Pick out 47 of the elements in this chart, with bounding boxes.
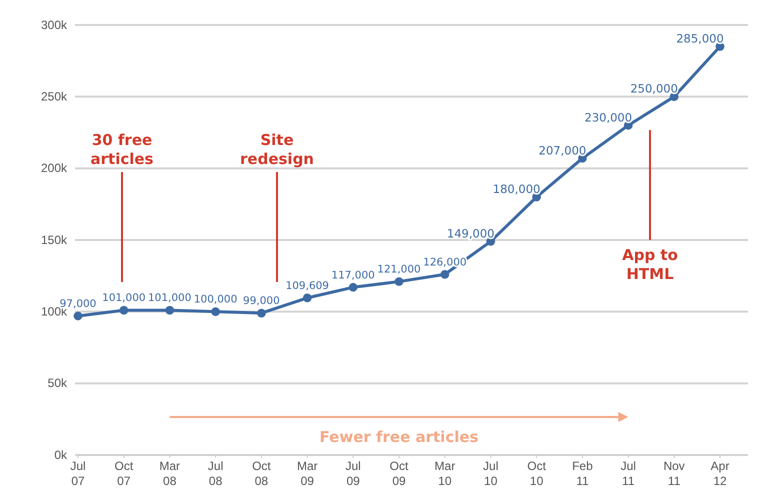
point — [119, 306, 128, 315]
x-tick-label: Feb 11 — [572, 459, 594, 488]
y-tick-label: 200k — [40, 161, 68, 176]
point — [165, 306, 174, 315]
x-tick-label: Oct 08 — [252, 459, 272, 488]
annotation: Site redesign — [240, 131, 314, 168]
annotation: App to HTML — [622, 246, 678, 283]
text: 250,000 — [630, 82, 678, 96]
x-tick-label: Mar 10 — [434, 459, 456, 488]
text: 109,609 — [286, 280, 329, 292]
point — [257, 308, 266, 318]
point — [211, 307, 220, 316]
point — [74, 312, 82, 320]
point — [394, 277, 404, 286]
x-tick-label: Oct 09 — [390, 459, 409, 488]
text: 101,000 — [148, 292, 192, 304]
x-tick-label: Jul 09 — [345, 459, 361, 488]
text: 285,000 — [676, 32, 724, 46]
y-tick-label: 150k — [40, 232, 68, 247]
annotation: 30 free articles — [90, 131, 154, 168]
text: 149,000 — [446, 226, 494, 240]
point — [302, 294, 312, 302]
x-tick-label: Nov 11 — [663, 459, 685, 488]
x-tick-label: Jul 10 — [483, 459, 498, 488]
text: 117,000 — [331, 269, 375, 282]
x-tick-label: Oct 10 — [527, 459, 547, 488]
x-tick-label: Jul 11 — [620, 459, 636, 488]
x-tick-label: Jul 08 — [208, 459, 224, 488]
x-tick-label: Mar 09 — [296, 459, 318, 488]
y-tick-label: 300k — [40, 18, 68, 32]
x-tick-label: Jul 07 — [70, 459, 86, 488]
y-tick-label: 50k — [48, 376, 68, 390]
annotation: Fewer free articles — [320, 428, 479, 446]
y-tick-label: 250k — [40, 90, 68, 104]
text: 101,000 — [102, 292, 146, 304]
x-tick-label: Oct 07 — [114, 459, 134, 488]
text: 99,000 — [243, 295, 280, 308]
text: 121,000 — [377, 264, 421, 276]
text: 100,000 — [194, 294, 238, 306]
point — [440, 270, 450, 279]
text: 180,000 — [492, 182, 540, 196]
x-tick-label: Mar 08 — [159, 459, 180, 488]
x-tick-label: Apr 12 — [710, 459, 730, 488]
point — [348, 282, 358, 292]
text: 230,000 — [584, 110, 632, 124]
y-tick-label: 0k — [54, 448, 68, 462]
text: 207,000 — [538, 143, 586, 158]
